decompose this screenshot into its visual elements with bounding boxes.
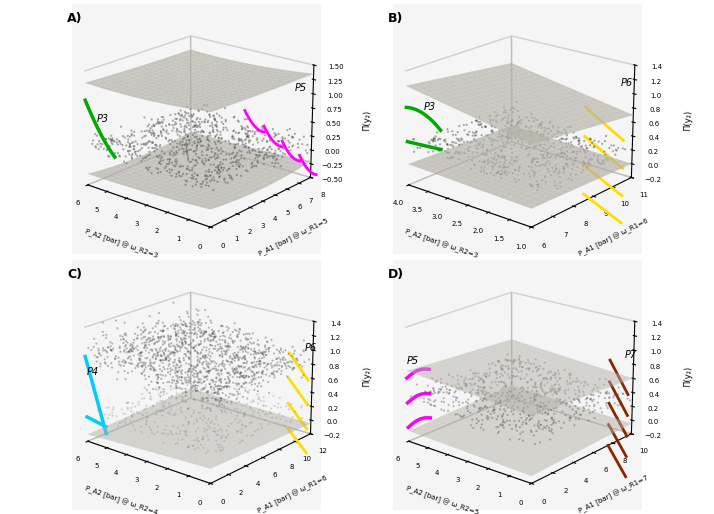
Text: C): C) <box>67 268 82 281</box>
Y-axis label: P_A1 [bar] @ ω_R1=7: P_A1 [bar] @ ω_R1=7 <box>578 474 650 514</box>
X-axis label: P_A2 [bar] @ ω_R2=5: P_A2 [bar] @ ω_R2=5 <box>405 485 479 514</box>
X-axis label: P_A2 [bar] @ ω_R2=3: P_A2 [bar] @ ω_R2=3 <box>84 228 159 261</box>
Y-axis label: P_A1 [bar] @ ω_R1=5: P_A1 [bar] @ ω_R1=5 <box>257 217 329 259</box>
Y-axis label: P_A1 [bar] @ ω_R1=6: P_A1 [bar] @ ω_R1=6 <box>257 474 329 514</box>
Text: D): D) <box>388 268 404 281</box>
X-axis label: P_A2 [bar] @ ω_R2=4: P_A2 [bar] @ ω_R2=4 <box>84 485 158 514</box>
X-axis label: P_A2 [bar] @ ω_R2=3: P_A2 [bar] @ ω_R2=3 <box>404 228 479 261</box>
Text: A): A) <box>67 12 82 25</box>
Text: B): B) <box>388 12 403 25</box>
Y-axis label: P_A1 [bar] @ ω_R1=6: P_A1 [bar] @ ω_R1=6 <box>578 217 650 259</box>
